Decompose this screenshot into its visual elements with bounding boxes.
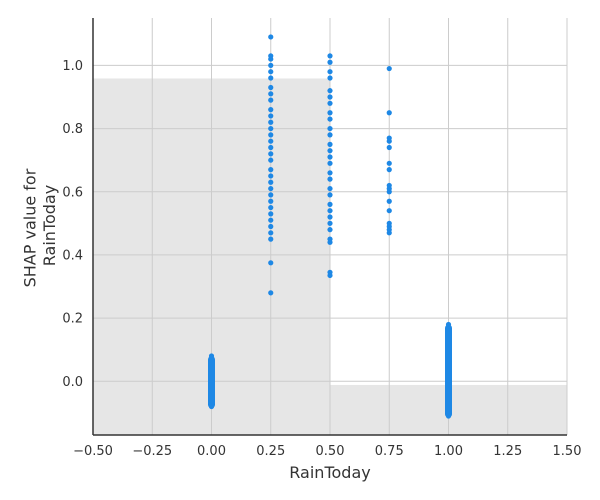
data-point xyxy=(268,62,274,68)
data-point xyxy=(268,204,274,211)
data-point xyxy=(268,167,274,173)
data-point xyxy=(327,176,333,182)
data-point xyxy=(327,220,333,226)
data-point xyxy=(327,110,333,116)
data-point xyxy=(327,141,333,147)
x-tick-label: 1.50 xyxy=(553,444,582,459)
data-point xyxy=(327,148,333,154)
data-point xyxy=(268,151,274,157)
data-point xyxy=(327,69,333,75)
data-point xyxy=(327,208,333,214)
data-point xyxy=(327,116,333,122)
data-point xyxy=(386,198,392,204)
y-axis-label: SHAP value for RainToday xyxy=(21,164,59,288)
data-point xyxy=(268,192,274,198)
data-point xyxy=(268,119,274,125)
x-axis-label: RainToday xyxy=(289,463,370,482)
data-point xyxy=(327,100,333,106)
data-point xyxy=(268,157,274,163)
y-tick-label: 0.0 xyxy=(62,375,83,390)
data-point xyxy=(386,160,392,166)
data-point xyxy=(327,160,333,166)
x-tick-labels: −0.50 −0.25 0.00 0.25 0.50 0.75 1.00 1.25 1.50 xyxy=(73,444,581,459)
data-point xyxy=(327,125,333,132)
data-point xyxy=(386,230,392,236)
data-point xyxy=(386,208,392,214)
data-point xyxy=(327,192,333,198)
data-point xyxy=(268,107,274,113)
data-point xyxy=(327,272,333,279)
y-tick-label: 0.8 xyxy=(62,122,83,137)
data-point xyxy=(327,185,333,192)
y-axis-label-line-2: RainToday xyxy=(40,185,59,266)
data-point xyxy=(268,198,274,204)
data-point xyxy=(327,59,333,65)
data-point xyxy=(327,201,333,207)
data-point xyxy=(268,185,274,192)
data-point xyxy=(327,170,333,176)
data-point xyxy=(268,69,274,75)
data-point xyxy=(268,144,274,151)
data-point xyxy=(327,53,333,59)
data-point xyxy=(268,97,274,103)
data-point xyxy=(268,179,274,185)
data-point xyxy=(386,189,392,195)
y-tick-label: 0.6 xyxy=(62,185,83,200)
data-point xyxy=(268,223,274,230)
data-point xyxy=(268,34,274,40)
data-point xyxy=(268,125,274,132)
x-tick-label: −0.50 xyxy=(73,444,113,459)
x-tick-label: 0.25 xyxy=(256,444,285,459)
x-tick-label: 1.25 xyxy=(493,444,522,459)
y-tick-label: 0.2 xyxy=(62,312,83,327)
x-tick-label: 0.50 xyxy=(316,444,345,459)
x-tick-label: 1.00 xyxy=(434,444,463,459)
data-point xyxy=(268,113,274,119)
data-point xyxy=(268,260,274,266)
data-point xyxy=(327,88,333,94)
y-tick-label: 1.0 xyxy=(62,59,83,74)
data-point xyxy=(327,227,333,233)
y-axis-label-line-1: SHAP value for xyxy=(21,168,40,287)
data-point xyxy=(268,132,274,138)
data-point xyxy=(268,173,274,179)
data-point xyxy=(386,144,392,151)
data-point xyxy=(386,110,392,116)
data-point xyxy=(386,138,392,144)
data-point xyxy=(268,236,274,242)
dense-point-column xyxy=(208,356,215,409)
data-point xyxy=(327,94,333,100)
data-point xyxy=(327,154,333,160)
data-point xyxy=(268,84,274,91)
x-tick-label: −0.25 xyxy=(132,444,172,459)
data-point xyxy=(327,132,333,138)
data-point xyxy=(268,91,274,97)
data-point xyxy=(327,214,333,220)
data-point xyxy=(268,211,274,217)
data-point xyxy=(268,290,274,296)
data-point xyxy=(327,239,333,245)
data-point xyxy=(268,75,274,81)
dense-point-column xyxy=(445,324,452,418)
x-tick-label: 0.00 xyxy=(197,444,226,459)
data-point xyxy=(268,56,274,62)
data-point xyxy=(327,75,333,81)
data-point xyxy=(386,167,392,173)
data-point xyxy=(268,230,274,236)
data-point xyxy=(386,65,392,72)
data-points xyxy=(208,34,452,419)
y-tick-labels: 0.0 0.2 0.4 0.6 0.8 1.0 xyxy=(62,59,83,390)
x-tick-label: 0.75 xyxy=(375,444,404,459)
axes xyxy=(92,18,567,436)
data-point xyxy=(268,217,274,223)
data-point xyxy=(268,138,274,144)
y-tick-label: 0.4 xyxy=(62,248,83,263)
